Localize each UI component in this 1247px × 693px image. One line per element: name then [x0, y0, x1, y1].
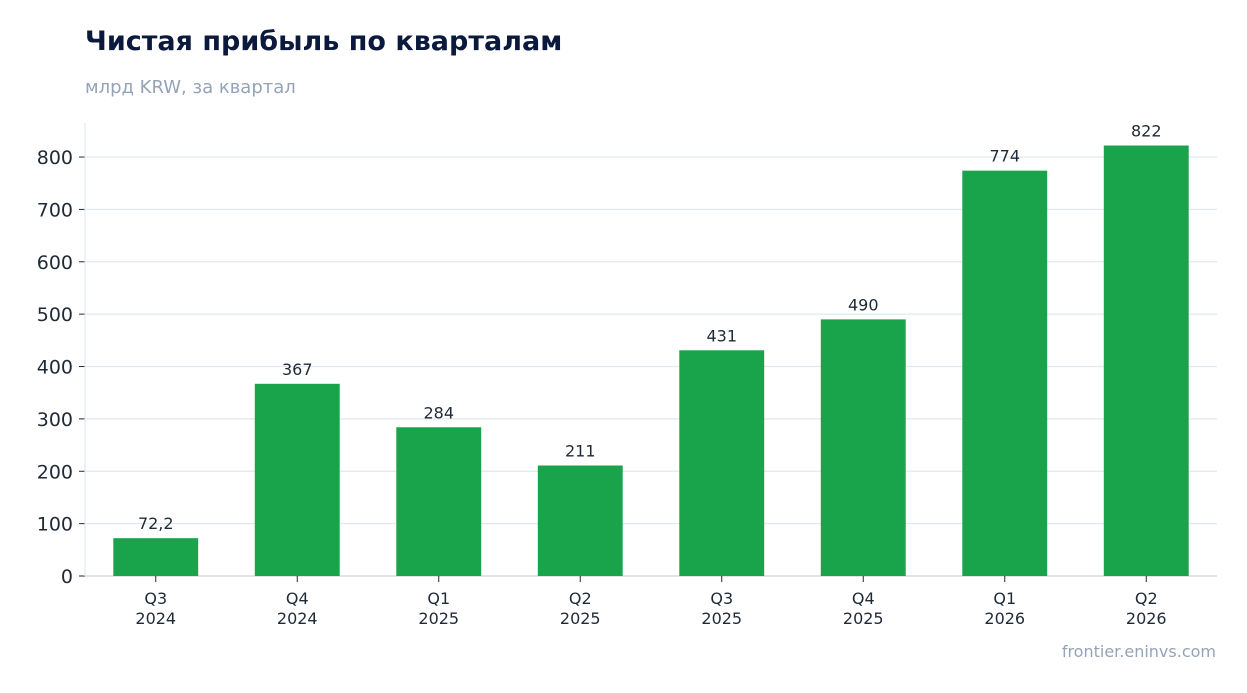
x-tick-label: Q1 [427, 589, 450, 608]
data-label: 822 [1131, 122, 1162, 141]
data-label: 431 [706, 326, 737, 345]
x-tick-label: Q3 [144, 589, 167, 608]
bar [254, 383, 340, 576]
x-tick-label: Q3 [710, 589, 733, 608]
bar [962, 170, 1048, 576]
bars [113, 145, 1189, 576]
x-tick-label: 2025 [418, 609, 459, 628]
bar [396, 427, 482, 576]
labels: 72,2 367 284 211 431 490 774 822 [138, 122, 1162, 534]
data-label: 72,2 [138, 514, 174, 533]
y-tick-label: 500 [37, 304, 73, 326]
x-tick-label: Q4 [286, 589, 309, 608]
y-tick-label: 200 [37, 461, 73, 483]
y-tick-label: 0 [61, 566, 73, 588]
x-tick-label: Q4 [852, 589, 875, 608]
bar [820, 319, 906, 576]
x-tick-label: 2025 [560, 609, 601, 628]
y-tick-label: 800 [37, 147, 73, 169]
bar [113, 538, 199, 576]
x-tick-label: 2024 [135, 609, 176, 628]
x-tick-label: Q2 [1135, 589, 1158, 608]
chart-subtitle: млрд KRW, за квартал [85, 77, 296, 98]
data-label: 490 [848, 295, 879, 314]
x-tick-label: Q1 [993, 589, 1016, 608]
data-label: 211 [565, 441, 596, 460]
chart-title: Чистая прибыль по кварталам [85, 26, 563, 57]
x-tick-label: 2025 [843, 609, 884, 628]
x-tick-label: 2024 [277, 609, 318, 628]
bar [537, 465, 623, 576]
y-tick-label: 700 [37, 199, 73, 221]
y-tick-label: 300 [37, 409, 73, 431]
x-tick-label: 2026 [984, 609, 1025, 628]
data-label: 774 [989, 147, 1020, 166]
y-tick-label: 600 [37, 252, 73, 274]
bar [1103, 145, 1189, 576]
source-footer: frontier.eninvs.com [1061, 642, 1216, 661]
y-tick-label: 100 [37, 514, 73, 536]
x-tick-label: 2026 [1126, 609, 1167, 628]
x-tick-label: 2025 [701, 609, 742, 628]
x-tick-label: Q2 [569, 589, 592, 608]
bar [679, 350, 765, 576]
data-label: 284 [423, 403, 454, 422]
y-tick-label: 400 [37, 357, 73, 379]
data-label: 367 [282, 360, 313, 379]
